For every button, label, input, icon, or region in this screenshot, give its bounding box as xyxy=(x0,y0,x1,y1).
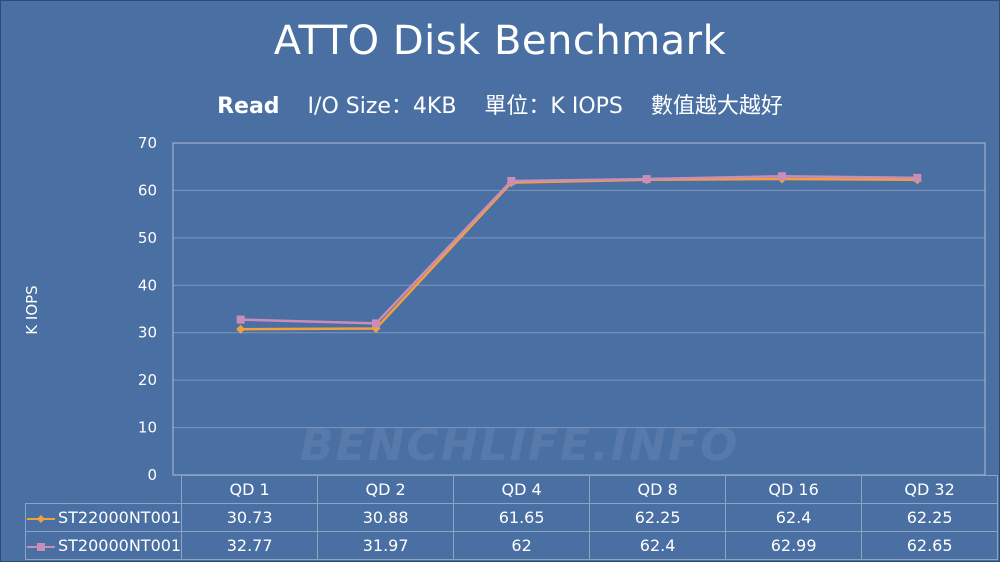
x-tick-label: QD 8 xyxy=(589,475,727,504)
data-label: 30.73 xyxy=(181,503,319,532)
y-tick-label: 30 xyxy=(138,324,157,342)
y-tick-label: 20 xyxy=(138,371,157,389)
series-line xyxy=(240,177,918,331)
y-tick-labels: 0 10 20 30 40 50 60 70 xyxy=(138,134,157,484)
subtitle-unit: 單位：K IOPS xyxy=(484,94,623,119)
legend-swatch xyxy=(27,514,55,523)
data-label: 31.97 xyxy=(317,531,455,560)
subtitle-note: 數值越大越好 xyxy=(650,94,783,119)
data-label: 62.4 xyxy=(589,531,727,560)
x-tick-label: QD 16 xyxy=(725,475,863,504)
y-tick-label: 0 xyxy=(147,466,157,484)
data-label: 62.25 xyxy=(861,503,999,532)
plot-area-border xyxy=(172,142,986,476)
table-row: ST20000NT001 32.77 31.97 62 62.4 62.99 62.65 xyxy=(24,531,999,560)
data-label: 30.88 xyxy=(317,503,455,532)
data-label: 62.4 xyxy=(725,503,863,532)
series-ST22000NT001 xyxy=(236,174,922,334)
y-tick-label: 70 xyxy=(138,134,157,152)
x-tick-label: QD 1 xyxy=(181,475,319,504)
series-lines xyxy=(236,172,922,334)
data-point xyxy=(642,175,651,184)
series-ST20000NT001 xyxy=(236,172,922,328)
series-line xyxy=(240,174,918,325)
data-point xyxy=(507,176,516,185)
data-table: QD 1 QD 2 QD 4 QD 8 QD 16 QD 32 ST22000NT001 3… xyxy=(24,475,999,560)
data-label: 62.25 xyxy=(589,503,727,532)
data-label: 32.77 xyxy=(181,531,319,560)
legend-entry: ST22000NT001 xyxy=(24,503,183,532)
table-header-row: QD 1 QD 2 QD 4 QD 8 QD 16 QD 32 xyxy=(26,475,999,504)
x-tick-label: QD 2 xyxy=(317,475,455,504)
data-label: 62.99 xyxy=(725,531,863,560)
subtitle-io-size: I/O Size：4KB xyxy=(307,94,457,119)
legend-entry: ST20000NT001 xyxy=(24,531,183,560)
table-corner xyxy=(26,476,182,504)
subtitle-mode: Read xyxy=(217,94,280,119)
data-label: 62 xyxy=(453,531,591,560)
data-point xyxy=(778,172,786,181)
y-tick-label: 10 xyxy=(138,419,157,437)
y-tick-label: 60 xyxy=(138,181,157,199)
legend-swatch xyxy=(27,542,55,551)
x-tick-label: QD 32 xyxy=(861,475,999,504)
table-row: ST22000NT001 30.73 30.88 61.65 62.25 62.4 62.2… xyxy=(24,503,999,532)
watermark: BENCHLIFE.INFO xyxy=(300,420,740,471)
legend-label: ST20000NT001 xyxy=(58,536,182,555)
chart-subtitle: Read I/O Size：4KB 單位：K IOPS 數值越大越好 xyxy=(0,88,1000,120)
data-point xyxy=(913,173,922,182)
data-label: 61.65 xyxy=(453,503,591,532)
y-tick-label: 50 xyxy=(138,229,157,247)
data-label: 62.65 xyxy=(861,531,999,560)
y-tick-label: 40 xyxy=(138,276,157,294)
data-point xyxy=(236,324,246,334)
data-point xyxy=(372,319,380,328)
data-point xyxy=(236,315,245,324)
gridlines xyxy=(172,142,986,476)
chart-title: ATTO Disk Benchmark xyxy=(273,18,727,64)
legend-label: ST22000NT001 xyxy=(58,508,182,527)
x-tick-label: QD 4 xyxy=(453,475,591,504)
